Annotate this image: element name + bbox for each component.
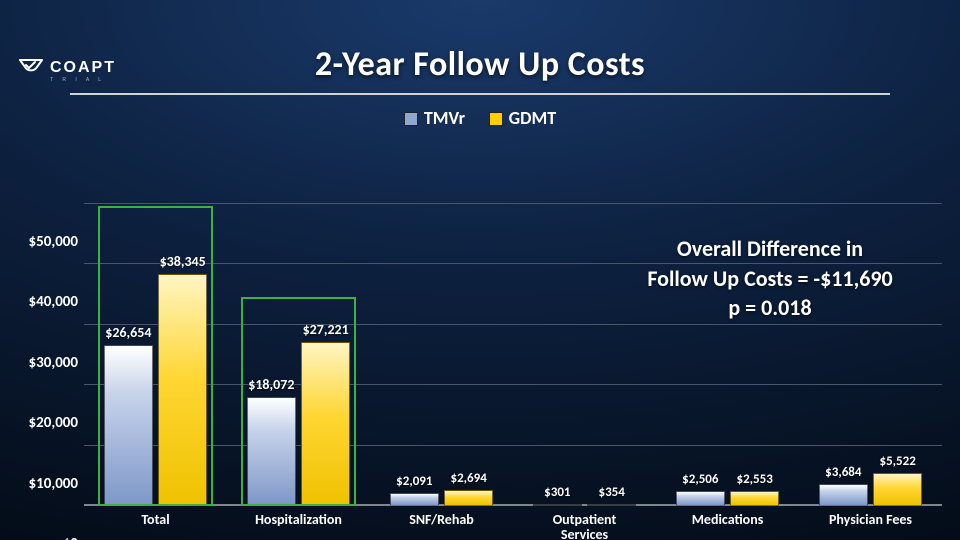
bar-gdmt [587, 504, 636, 506]
category-label: Medications [656, 506, 799, 527]
logo-text: COAPT [50, 59, 116, 76]
bar-value-label: $2,506 [682, 472, 718, 487]
y-tick-label: $30,000 [8, 354, 78, 372]
annotation-line1: Overall Difference in [600, 234, 940, 264]
category-label: SNF/Rehab [370, 506, 513, 527]
difference-annotation: Overall Difference in Follow Up Costs = … [600, 234, 940, 323]
title-underline [70, 93, 890, 95]
category-total: Total$26,654$38,345 [84, 204, 227, 506]
y-tick-label: $20,000 [8, 414, 78, 432]
y-tick-label: $40,000 [8, 293, 78, 311]
bar-tmvr [676, 491, 725, 506]
bar-tmvr [533, 504, 582, 506]
legend-swatch-tmvr [404, 112, 418, 126]
legend-item-gdmt: GDMT [489, 107, 556, 129]
highlight-box [98, 206, 213, 506]
chart-legend: TMVr GDMT [0, 107, 960, 129]
bar-value-label: $301 [544, 485, 570, 500]
coapt-logo: COAPT T R I A L [16, 54, 136, 87]
bar-tmvr [819, 484, 868, 506]
bar-value-label: $354 [598, 485, 624, 500]
category-label: Physician Fees [799, 506, 942, 527]
bar-value-label: $3,684 [825, 465, 861, 480]
bar-gdmt [730, 491, 779, 506]
category-label: Total [84, 506, 227, 527]
bar-value-label: $2,091 [396, 474, 432, 489]
highlight-box [241, 297, 356, 506]
svg-text:T R I A L: T R I A L [50, 77, 105, 82]
bar-gdmt [873, 473, 922, 506]
annotation-line2: Follow Up Costs = -$11,690 [600, 264, 940, 294]
bar-value-label: $2,553 [737, 472, 773, 487]
bar-value-label: $5,522 [880, 454, 916, 469]
legend-label-tmvr: TMVr [424, 107, 465, 129]
category-snf-rehab: SNF/Rehab$2,091$2,694 [370, 204, 513, 506]
annotation-line3: p = 0.018 [600, 293, 940, 323]
legend-label-gdmt: GDMT [509, 107, 556, 129]
y-tick-label: $0 [8, 535, 78, 540]
legend-item-tmvr: TMVr [404, 107, 465, 129]
y-tick-label: $50,000 [8, 233, 78, 251]
category-hospitalization: Hospitalization$18,072$27,221 [227, 204, 370, 506]
legend-swatch-gdmt [489, 112, 503, 126]
category-label: OutpatientServices [513, 506, 656, 540]
slide-title: 2-Year Follow Up Costs [0, 44, 960, 85]
bar-value-label: $2,694 [451, 471, 487, 486]
bar-gdmt [444, 490, 493, 506]
y-tick-label: $10,000 [8, 475, 78, 493]
category-label: Hospitalization [227, 506, 370, 527]
bar-tmvr [390, 493, 439, 506]
